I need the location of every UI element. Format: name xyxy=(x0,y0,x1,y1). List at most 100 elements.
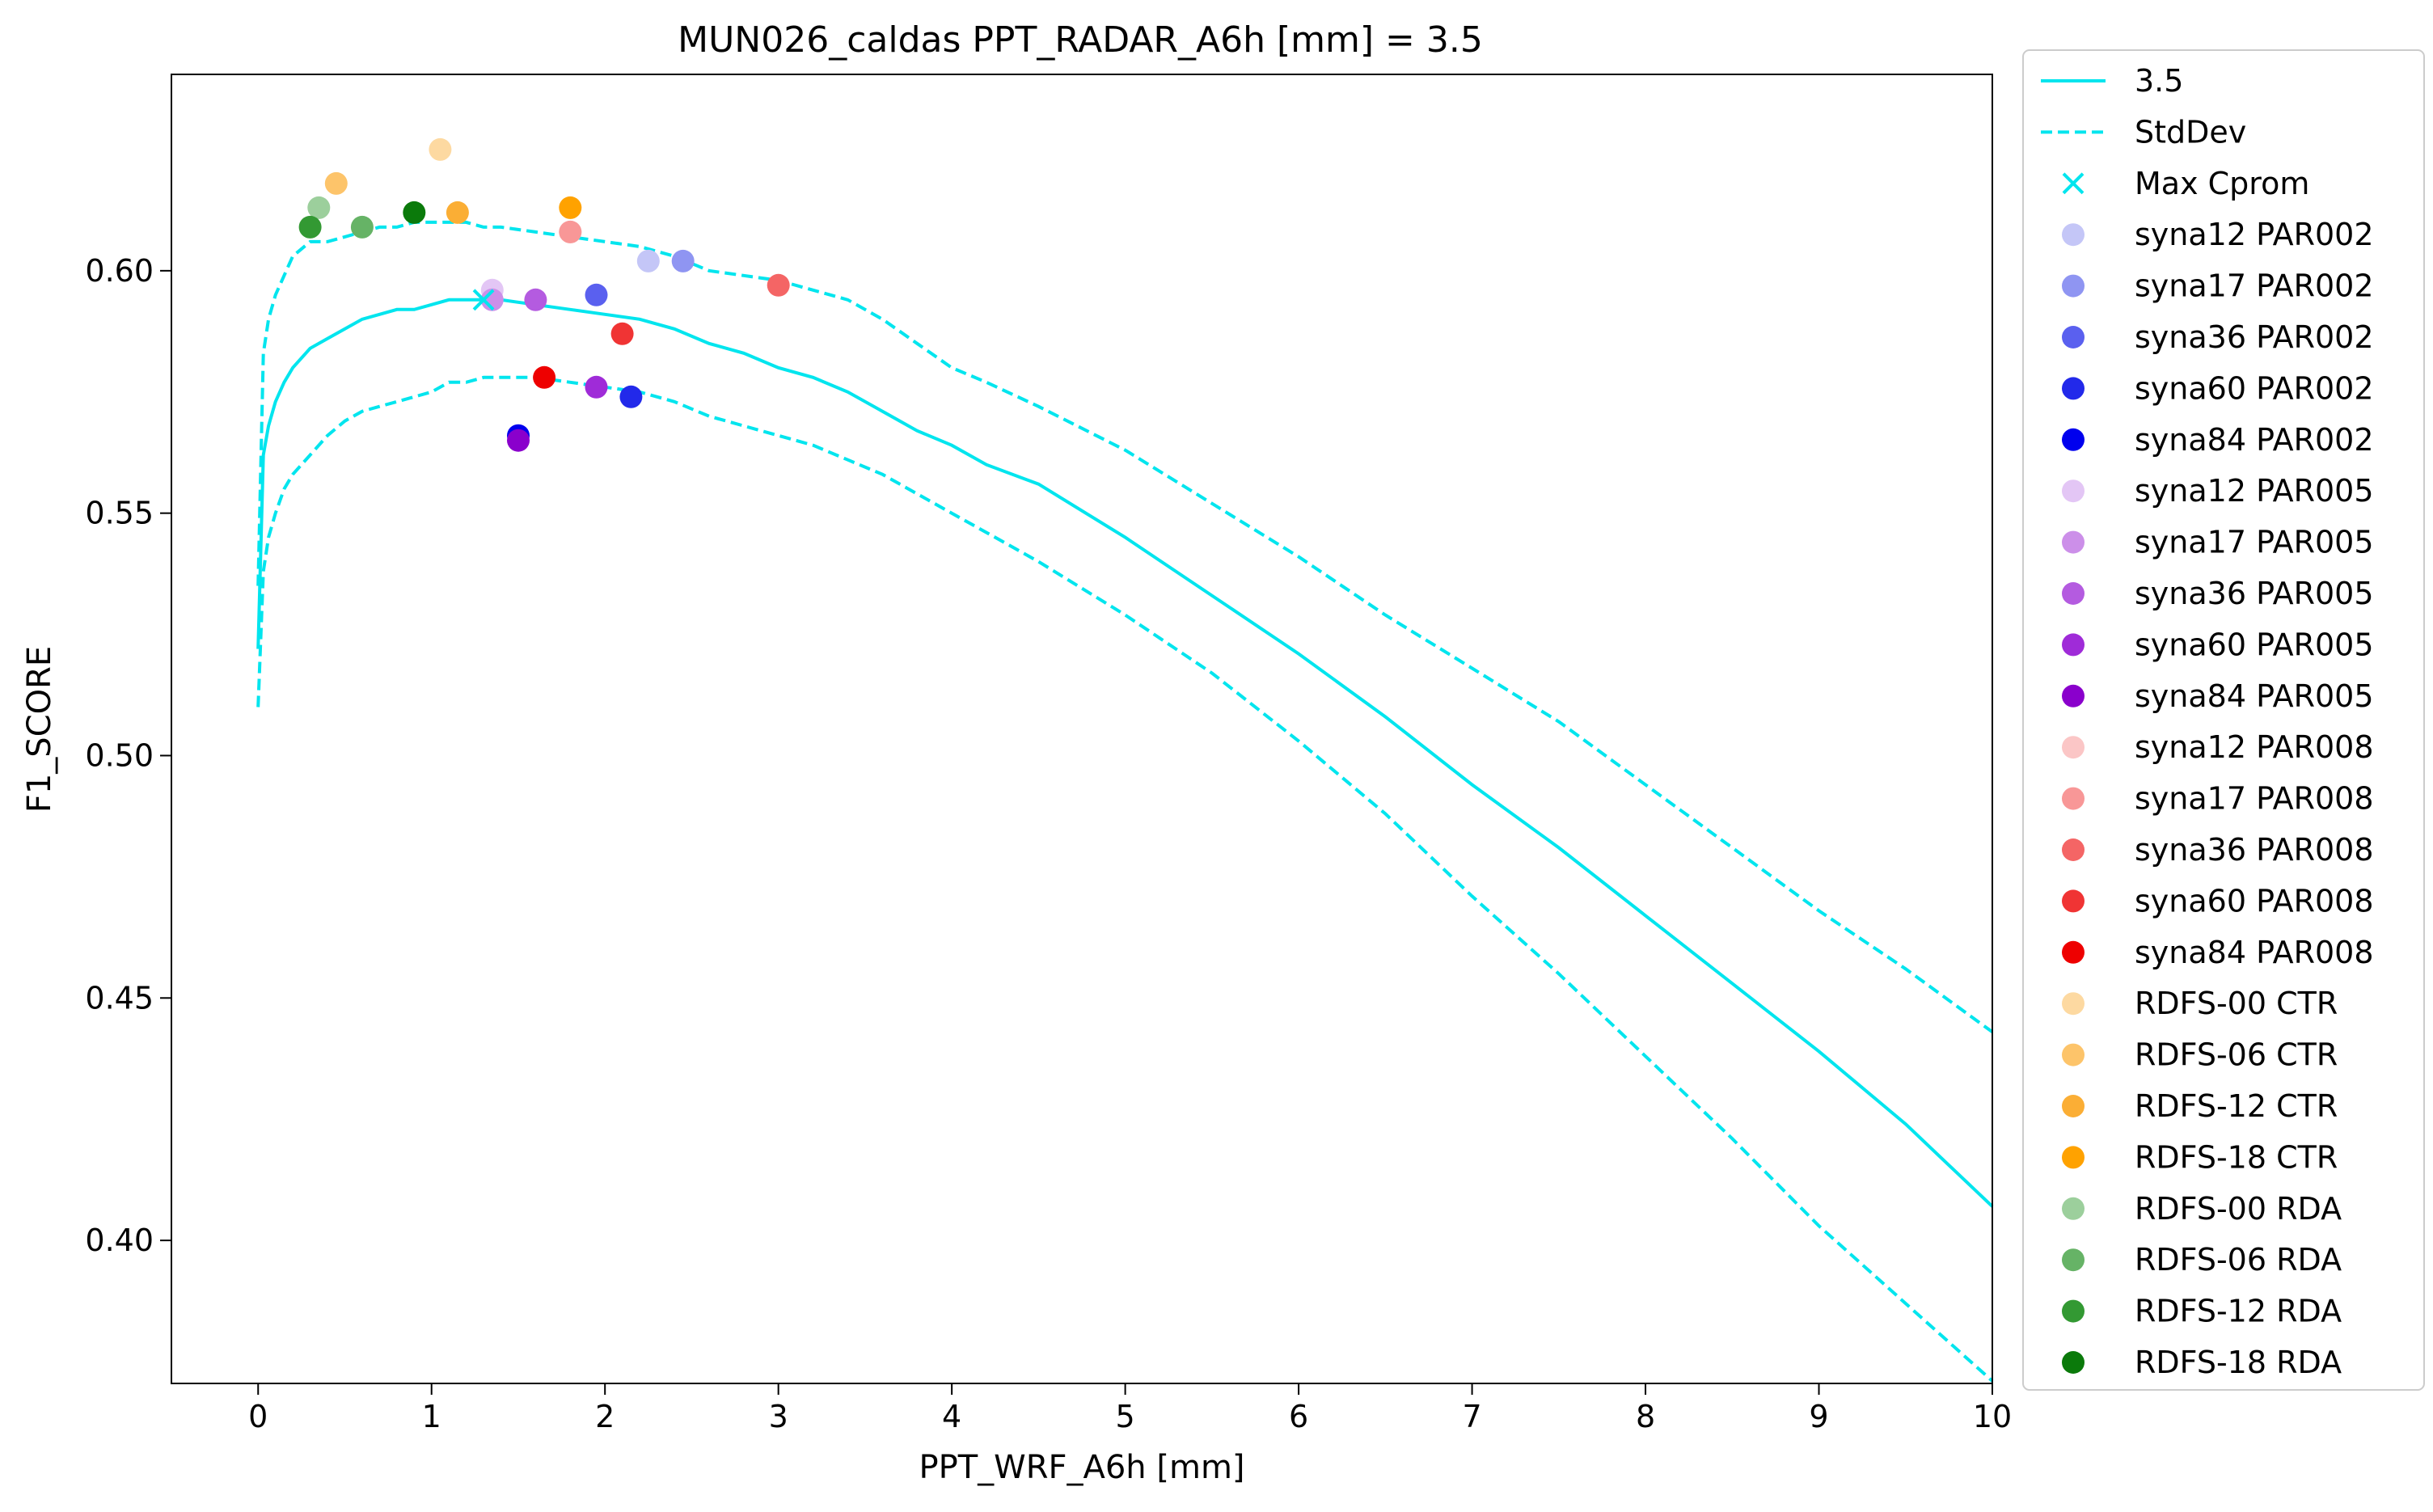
legend-label: syna17 PAR008 xyxy=(2135,781,2374,817)
y-tick-label: 0.60 xyxy=(85,253,154,289)
legend-label: syna84 PAR008 xyxy=(2135,935,2374,970)
legend-entry-5: syna17 PAR002 xyxy=(2062,268,2374,304)
legend-label: syna60 PAR002 xyxy=(2135,370,2374,406)
legend-symbol-dot xyxy=(2062,787,2085,810)
legend: 3.5 StdDev Max Cprom syna12 PAR002 syna17 PA… xyxy=(2022,49,2425,1391)
y-tick-label: 0.40 xyxy=(85,1223,154,1258)
x-axis: 0 1 2 3 4 5 6 7 8 9 10 xyxy=(248,1383,2012,1434)
legend-symbol-dot xyxy=(2062,1197,2085,1220)
legend-symbol-dot xyxy=(2062,838,2085,861)
scatter-point-18 xyxy=(446,201,469,224)
legend-symbol-cross xyxy=(2062,172,2085,195)
legend-entry-16: syna36 PAR008 xyxy=(2062,832,2374,868)
scatter-point-15 xyxy=(533,365,556,389)
y-axis-title: F1_SCORE xyxy=(21,646,58,813)
scatter-point-19 xyxy=(559,196,582,219)
legend-label: syna17 PAR005 xyxy=(2135,525,2374,560)
scatter-point-1 xyxy=(636,249,660,272)
legend-label: RDFS-00 RDA xyxy=(2135,1191,2342,1227)
legend-symbol-dot xyxy=(2062,1095,2085,1117)
legend-label: syna12 PAR002 xyxy=(2135,217,2374,252)
legend-entry-24: RDFS-06 RDA xyxy=(2062,1242,2342,1278)
scatter-point-17 xyxy=(324,171,348,195)
legend-entry-13: syna84 PAR005 xyxy=(2062,678,2374,714)
legend-label: syna36 PAR005 xyxy=(2135,576,2374,611)
legend-label: RDFS-06 RDA xyxy=(2135,1242,2342,1278)
legend-symbol-dot xyxy=(2062,1351,2085,1374)
x-tick-label: 3 xyxy=(769,1399,788,1434)
scatter-point-10 xyxy=(507,429,530,452)
legend-entry-1: 3.5 xyxy=(2041,63,2183,99)
legend-entry-14: syna12 PAR008 xyxy=(2062,729,2374,765)
legend-symbol-dot xyxy=(2062,992,2085,1016)
legend-label: syna84 PAR005 xyxy=(2135,678,2374,714)
x-axis-title: PPT_WRF_A6h [mm] xyxy=(919,1449,1244,1486)
y-axis: 0.40 0.45 0.50 0.55 0.60 xyxy=(85,253,171,1258)
scatter-point-13 xyxy=(767,273,790,297)
legend-label: syna84 PAR002 xyxy=(2135,422,2374,458)
legend-label: syna12 PAR005 xyxy=(2135,473,2374,509)
scatter-point-16 xyxy=(429,137,452,161)
legend-label: syna17 PAR002 xyxy=(2135,268,2374,304)
legend-symbol-dot xyxy=(2062,940,2085,964)
legend-entry-8: syna84 PAR002 xyxy=(2062,422,2374,458)
x-tick-label: 7 xyxy=(1462,1399,1481,1434)
legend-symbol-dot xyxy=(2062,684,2085,707)
scatter-point-20 xyxy=(307,196,331,219)
legend-symbol-dot xyxy=(2062,1043,2085,1066)
legend-label: RDFS-12 CTR xyxy=(2135,1088,2338,1124)
legend-symbol-dot xyxy=(2062,1299,2085,1323)
legend-entry-10: syna17 PAR005 xyxy=(2062,525,2374,560)
x-tick-label: 0 xyxy=(248,1399,268,1434)
x-tick-label: 9 xyxy=(1809,1399,1828,1434)
plot-frame xyxy=(171,74,1993,1384)
x-tick-label: 2 xyxy=(595,1399,615,1434)
legend-entry-2: StdDev xyxy=(2041,114,2246,150)
max-cprom-marker xyxy=(472,289,495,311)
scatter-point-2 xyxy=(671,249,695,272)
scatter-point-12 xyxy=(559,220,582,243)
legend-entry-4: syna12 PAR002 xyxy=(2062,217,2374,252)
x-tick-label: 1 xyxy=(422,1399,441,1434)
legend-symbol-dot xyxy=(2062,736,2085,759)
legend-entry-3: Max Cprom xyxy=(2062,166,2309,201)
x-tick-label: 5 xyxy=(1116,1399,1135,1434)
chart-title: MUN026_caldas PPT_RADAR_A6h [mm] = 3.5 xyxy=(678,19,1483,61)
legend-symbol-dot xyxy=(2062,1248,2085,1272)
legend-label: RDFS-18 RDA xyxy=(2135,1345,2342,1380)
legend-label: syna12 PAR008 xyxy=(2135,729,2374,765)
scatter-point-3 xyxy=(585,283,608,306)
legend-label: Max Cprom xyxy=(2135,166,2309,201)
scatter-point-14 xyxy=(610,322,634,345)
scatter-point-22 xyxy=(298,215,322,239)
y-tick-label: 0.50 xyxy=(85,737,154,773)
legend-symbol-dot xyxy=(2062,326,2085,348)
legend-entry-25: RDFS-12 RDA xyxy=(2062,1294,2342,1329)
legend-entry-17: syna60 PAR008 xyxy=(2062,883,2374,919)
legend-entry-23: RDFS-00 RDA xyxy=(2062,1191,2342,1227)
legend-entry-21: RDFS-12 CTR xyxy=(2062,1088,2338,1124)
legend-entry-7: syna60 PAR002 xyxy=(2062,370,2374,406)
legend-entry-12: syna60 PAR005 xyxy=(2062,627,2374,662)
scatter-point-9 xyxy=(585,375,608,399)
legend-entry-15: syna17 PAR008 xyxy=(2062,781,2374,817)
scatter-point-8 xyxy=(524,288,547,311)
stddev-upper-line xyxy=(256,220,1994,1033)
plot-data xyxy=(256,137,1994,1383)
legend-entry-9: syna12 PAR005 xyxy=(2062,473,2374,509)
legend-label: RDFS-12 RDA xyxy=(2135,1294,2342,1329)
legend-symbol-dot xyxy=(2062,889,2085,913)
legend-label: syna36 PAR002 xyxy=(2135,319,2374,355)
legend-symbol-dot xyxy=(2062,633,2085,657)
legend-symbol-dot xyxy=(2062,223,2085,247)
stddev-lower-line xyxy=(256,375,1994,1383)
x-tick-label: 10 xyxy=(1973,1399,2012,1434)
mean-line xyxy=(256,298,1994,1208)
x-tick-label: 8 xyxy=(1636,1399,1655,1434)
legend-entry-26: RDFS-18 RDA xyxy=(2062,1345,2342,1380)
legend-symbol-dot xyxy=(2062,377,2085,400)
legend-entry-18: syna84 PAR008 xyxy=(2062,935,2374,970)
legend-label: syna60 PAR005 xyxy=(2135,627,2374,662)
x-tick-label: 6 xyxy=(1289,1399,1308,1434)
